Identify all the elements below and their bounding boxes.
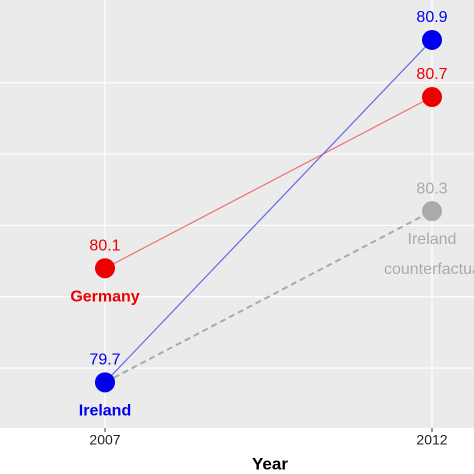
point <box>422 29 442 50</box>
point <box>95 372 115 393</box>
point <box>422 87 442 108</box>
point <box>95 258 115 279</box>
series-label: Ireland counterfactual <box>380 231 474 278</box>
value-label: 80.7 <box>416 66 447 83</box>
series-line <box>104 39 433 383</box>
series-label: Ireland <box>79 403 131 420</box>
x-axis-label: Year <box>252 454 288 473</box>
value-label: 80.1 <box>89 237 120 254</box>
x-tick-label: 2007 <box>89 432 120 448</box>
series-line <box>104 96 433 269</box>
value-label: 80.3 <box>416 180 447 197</box>
value-label: 80.9 <box>416 9 447 26</box>
panel <box>0 0 474 428</box>
point <box>422 201 442 222</box>
value-label: 79.7 <box>89 352 120 369</box>
x-tick-label: 2012 <box>416 432 447 448</box>
series-label: Germany <box>70 288 139 305</box>
series-line <box>104 210 433 384</box>
